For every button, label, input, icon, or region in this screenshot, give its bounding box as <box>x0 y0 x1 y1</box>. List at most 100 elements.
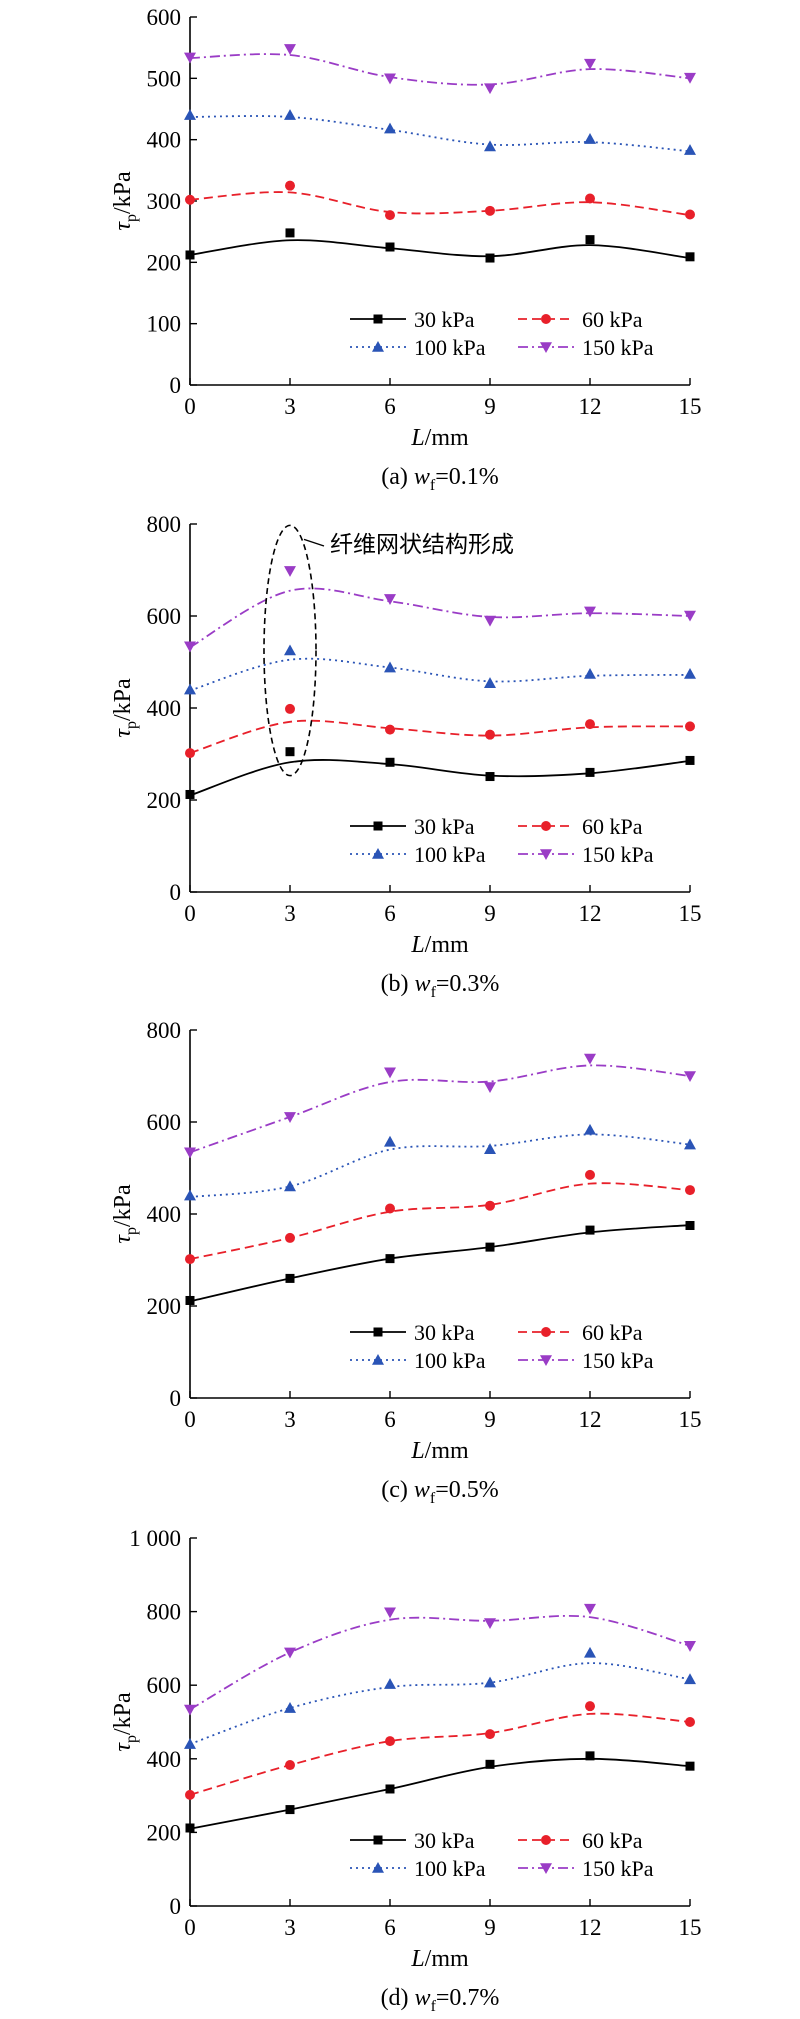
data-point <box>285 228 295 238</box>
y-tick-label: 600 <box>147 1110 182 1135</box>
data-point <box>684 1071 696 1082</box>
series-line <box>189 239 691 259</box>
data-point <box>385 1254 395 1264</box>
data-point <box>685 1185 695 1196</box>
y-tick-label: 0 <box>170 1386 182 1411</box>
x-tick-label: 3 <box>284 1407 296 1432</box>
series-line <box>189 657 691 692</box>
panel-caption: (c) wf=0.5% <box>381 1477 499 1507</box>
data-point <box>684 1673 696 1685</box>
data-point <box>285 1760 295 1771</box>
data-point <box>585 767 595 777</box>
y-tick-label: 200 <box>147 1820 182 1845</box>
legend-label: 100 kPa <box>414 842 486 867</box>
data-point <box>185 194 195 205</box>
legend-marker <box>541 1835 551 1845</box>
legend-label: 60 kPa <box>582 1320 643 1345</box>
series-30-kpa <box>185 1751 695 1833</box>
x-tick-label: 12 <box>579 1915 602 1940</box>
legend-item: 150 kPa <box>518 1348 654 1373</box>
legend-label: 150 kPa <box>582 1856 654 1881</box>
series-line <box>189 587 691 649</box>
x-tick-label: 6 <box>384 1915 396 1940</box>
annotation-label: 纤维网状结构形成 <box>330 532 514 557</box>
y-tick-label: 800 <box>147 1600 182 1625</box>
data-point <box>185 1295 195 1305</box>
legend-item: 100 kPa <box>350 1856 486 1881</box>
x-tick-label: 0 <box>184 1407 196 1432</box>
data-point <box>584 1123 596 1135</box>
series-30-kpa <box>185 228 695 263</box>
series-150-kpa <box>184 44 696 95</box>
data-point <box>585 193 595 204</box>
series-line <box>189 1064 691 1154</box>
data-point <box>685 252 695 262</box>
legend-label: 30 kPa <box>414 814 475 839</box>
series-60-kpa <box>185 1169 695 1265</box>
y-tick-label: 400 <box>147 1747 182 1772</box>
data-point <box>585 1169 595 1180</box>
legend-label: 100 kPa <box>414 335 486 360</box>
data-point <box>285 747 295 757</box>
data-point <box>285 1805 295 1815</box>
legend-label: 100 kPa <box>414 1348 486 1373</box>
data-point <box>285 1273 295 1283</box>
legend-item: 30 kPa <box>350 307 475 332</box>
legend-marker <box>541 1327 551 1337</box>
y-tick-label: 600 <box>147 604 182 629</box>
data-point <box>585 1225 595 1235</box>
data-point <box>284 109 296 120</box>
data-point <box>485 253 495 263</box>
series-100-kpa <box>184 1123 696 1201</box>
data-point <box>185 1254 195 1265</box>
series-line <box>189 53 691 86</box>
data-point <box>184 52 196 64</box>
legend-marker <box>373 821 383 831</box>
data-point <box>485 772 495 782</box>
y-tick-label: 400 <box>147 696 182 721</box>
series-line <box>189 115 691 153</box>
data-point <box>684 610 696 622</box>
x-tick-label: 15 <box>679 1407 702 1432</box>
data-point <box>184 683 196 695</box>
data-point <box>485 205 495 216</box>
data-point <box>384 661 396 673</box>
panel-caption: (b) wf=0.3% <box>381 971 500 1001</box>
data-point <box>585 235 595 245</box>
data-point <box>385 1736 395 1747</box>
data-point <box>585 1701 595 1712</box>
series-line <box>189 1757 691 1830</box>
y-tick-label: 0 <box>170 1894 182 1919</box>
series-100-kpa <box>184 644 696 695</box>
x-tick-label: 3 <box>284 394 296 419</box>
data-point <box>684 667 696 679</box>
y-tick-label: 600 <box>147 5 182 30</box>
data-point <box>384 1678 396 1689</box>
data-point <box>285 703 295 714</box>
data-point <box>584 1603 596 1615</box>
data-point <box>385 1784 395 1794</box>
panel-caption: (d) wf=0.7% <box>381 1985 500 2015</box>
legend-label: 30 kPa <box>414 1320 475 1345</box>
data-point <box>385 242 395 252</box>
data-point <box>484 677 496 688</box>
legend-marker <box>372 848 384 859</box>
data-point <box>385 1203 395 1214</box>
data-point <box>284 1112 296 1123</box>
y-tick-label: 600 <box>147 1673 182 1698</box>
x-tick-label: 12 <box>579 394 602 419</box>
x-axis-label: L/mm <box>410 425 469 451</box>
data-point <box>685 1717 695 1727</box>
data-point <box>384 1135 396 1147</box>
data-point <box>385 724 395 735</box>
data-point <box>584 133 596 144</box>
data-point <box>485 1242 495 1252</box>
legend-label: 60 kPa <box>582 1828 643 1853</box>
chart-panel-a: 0 100 200 300 400 500 600 0 3 6 9 12 15 τp/kPa L/mm (a)… <box>110 5 702 494</box>
series-line <box>189 191 691 217</box>
data-point <box>184 1738 196 1749</box>
y-tick-label: 1 000 <box>129 1526 181 1551</box>
legend-marker <box>373 1835 383 1845</box>
x-tick-label: 9 <box>484 1407 496 1432</box>
